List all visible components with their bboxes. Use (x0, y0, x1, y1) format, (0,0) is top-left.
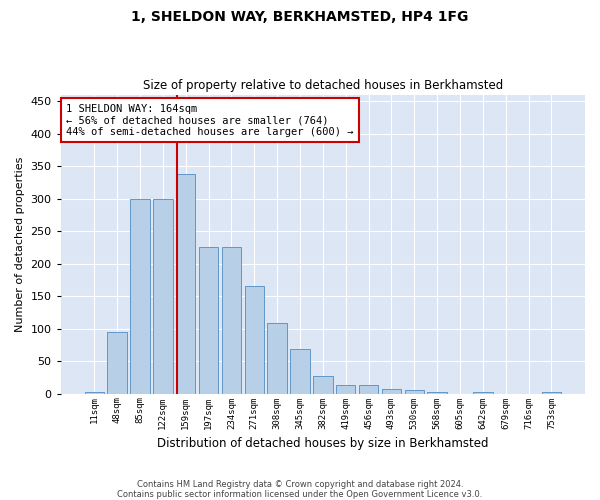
Bar (404, 390, 424, 394)
Bar (473, 392, 493, 394)
Text: Contains public sector information licensed under the Open Government Licence v3: Contains public sector information licen… (118, 490, 482, 499)
X-axis label: Distribution of detached houses by size in Berkhamsted: Distribution of detached houses by size … (157, 437, 488, 450)
Text: 1, SHELDON WAY, BERKHAMSTED, HP4 1FG: 1, SHELDON WAY, BERKHAMSTED, HP4 1FG (131, 10, 469, 24)
Y-axis label: Number of detached properties: Number of detached properties (15, 156, 25, 332)
Bar (290, 350, 310, 394)
Bar (85, 392, 104, 394)
Bar (176, 174, 196, 394)
Bar (153, 198, 173, 394)
Bar (245, 286, 264, 394)
Bar (359, 385, 378, 394)
Bar (221, 248, 241, 394)
Bar (268, 324, 287, 394)
Bar (107, 332, 127, 394)
Bar (382, 389, 401, 394)
Bar (427, 392, 447, 394)
Bar (336, 385, 355, 394)
Title: Size of property relative to detached houses in Berkhamsted: Size of property relative to detached ho… (143, 79, 503, 92)
Bar (130, 198, 149, 394)
Bar (313, 376, 332, 394)
Bar (542, 392, 561, 394)
Bar (199, 248, 218, 394)
Text: Contains HM Land Registry data © Crown copyright and database right 2024.: Contains HM Land Registry data © Crown c… (137, 480, 463, 489)
Text: 1 SHELDON WAY: 164sqm
← 56% of detached houses are smaller (764)
44% of semi-det: 1 SHELDON WAY: 164sqm ← 56% of detached … (66, 104, 353, 136)
